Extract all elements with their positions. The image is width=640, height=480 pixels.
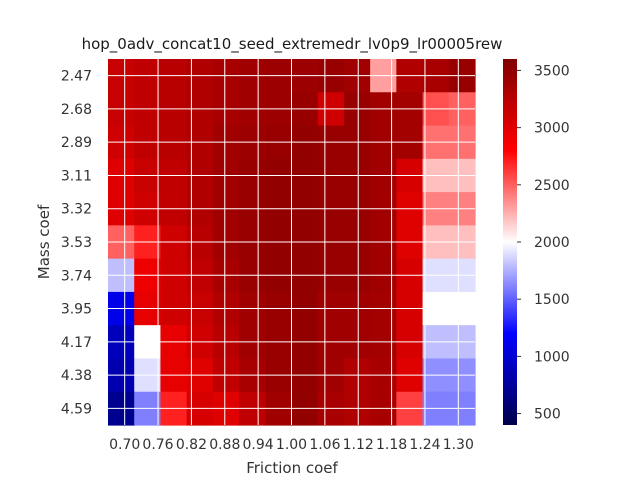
y-tick-label: 3.32: [61, 202, 92, 218]
colorbar-tick-label: 3000: [534, 121, 570, 137]
y-tick-label: 2.47: [61, 69, 92, 85]
x-tick-label: 0.70: [109, 437, 140, 453]
y-tick-label: 3.11: [61, 169, 92, 185]
colorbar-ticks: 500 1000 1500 2000 2500 3000 3500: [517, 63, 570, 423]
colorbar-tick-label: 3500: [534, 63, 570, 79]
x-tick-label: 0.76: [142, 437, 173, 453]
y-axis-label: Mass coef: [35, 204, 53, 279]
x-axis-ticks: 0.70 0.76 0.82 0.88 0.94 1.00 1.06 1.12 1.18 1.24…: [109, 437, 474, 453]
y-tick-label: 3.53: [61, 235, 92, 251]
x-tick-label: 1.12: [343, 437, 374, 453]
x-tick-label: 0.82: [176, 437, 207, 453]
colorbar-tick-label: 2000: [534, 235, 570, 251]
x-tick-label: 1.18: [376, 437, 407, 453]
y-tick-label: 4.59: [61, 401, 92, 417]
colorbar-tick-label: 1000: [534, 349, 570, 365]
colorbar-tick-label: 500: [534, 407, 561, 423]
x-axis-label: Friction coef: [246, 459, 338, 477]
x-tick-label: 1.30: [443, 437, 474, 453]
y-tick-label: 3.95: [61, 302, 92, 318]
y-tick-label: 4.17: [61, 335, 92, 351]
y-tick-label: 4.38: [61, 368, 92, 384]
y-tick-label: 3.74: [61, 268, 92, 284]
chart-title: hop_0adv_concat10_seed_extremedr_lv0p9_l…: [82, 35, 503, 54]
x-tick-label: 0.88: [209, 437, 240, 453]
x-tick-label: 1.06: [309, 437, 340, 453]
x-tick-label: 1.24: [409, 437, 440, 453]
heatmap-gridlines: [108, 59, 475, 425]
x-tick-label: 0.94: [243, 437, 274, 453]
colorbar: [503, 59, 517, 425]
y-tick-label: 2.89: [61, 135, 92, 151]
y-axis-ticks: 2.47 2.68 2.89 3.11 3.32 3.53 3.74 3.95 4.17 4.38…: [61, 69, 92, 418]
colorbar-tick-label: 1500: [534, 292, 570, 308]
colorbar-tick-label: 2500: [534, 178, 570, 194]
y-tick-label: 2.68: [61, 102, 92, 118]
x-tick-label: 1.00: [276, 437, 307, 453]
